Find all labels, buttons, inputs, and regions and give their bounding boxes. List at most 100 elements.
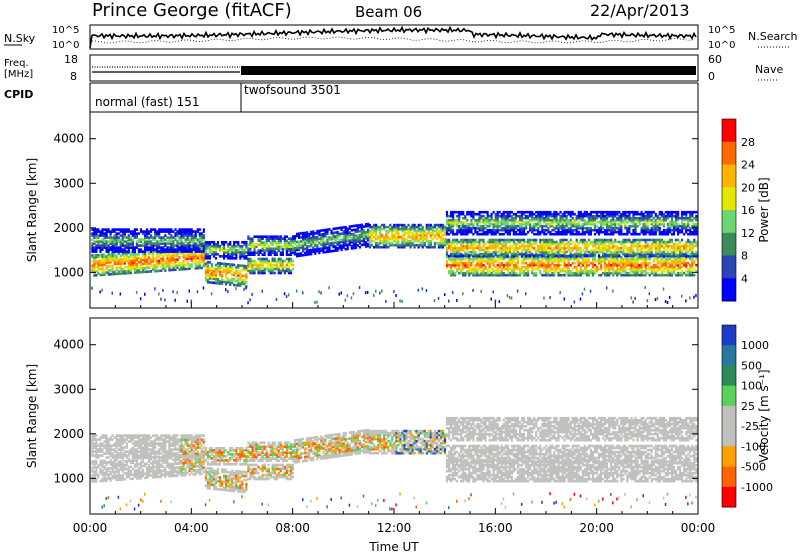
power-cell xyxy=(127,263,130,267)
power-cell xyxy=(551,271,554,275)
power-cell xyxy=(604,228,607,232)
power-cell xyxy=(450,228,453,232)
freq-panel-frame xyxy=(89,54,699,82)
power-cell xyxy=(304,231,307,235)
power-cell xyxy=(654,222,657,226)
power-cell xyxy=(545,220,548,224)
power-cell xyxy=(233,241,236,244)
power-cell xyxy=(255,251,258,254)
power-cell xyxy=(200,256,203,260)
power-cell xyxy=(535,214,538,218)
power-cell xyxy=(229,269,232,272)
power-cell xyxy=(608,265,611,269)
power-cell xyxy=(99,253,102,257)
power-cell xyxy=(634,226,637,230)
power-cell xyxy=(200,240,203,243)
power-cell xyxy=(131,259,134,262)
power-cell xyxy=(656,255,659,259)
power-cell xyxy=(188,255,191,258)
power-cell xyxy=(366,238,370,242)
power-cell xyxy=(518,238,522,242)
power-cell xyxy=(646,263,649,267)
power-cell xyxy=(525,216,528,220)
power-cell xyxy=(125,269,128,273)
power-cell xyxy=(662,287,665,291)
power-cell xyxy=(265,239,268,242)
power-cell xyxy=(589,214,592,218)
power-cell xyxy=(593,240,597,244)
power-cell xyxy=(180,232,183,235)
power-cell xyxy=(401,229,404,233)
power-cell xyxy=(652,242,655,246)
power-cell xyxy=(99,259,102,263)
power-cell xyxy=(233,243,236,246)
power-cell xyxy=(585,259,588,263)
power-cell xyxy=(535,216,538,220)
power-cell xyxy=(529,244,532,248)
power-cell xyxy=(628,230,631,234)
power-cell xyxy=(484,259,487,263)
power-cell xyxy=(652,210,655,214)
power-cell xyxy=(450,257,453,261)
power-cell xyxy=(103,255,106,258)
power-cell xyxy=(176,248,179,251)
power-cell xyxy=(480,232,483,236)
power-cell xyxy=(571,232,574,236)
power-cell xyxy=(608,224,611,228)
power-cell xyxy=(208,269,211,272)
power-cell xyxy=(496,254,499,258)
power-cell xyxy=(190,236,193,239)
power-cell xyxy=(168,262,171,266)
power-cell xyxy=(152,254,155,257)
power-cell xyxy=(113,256,116,260)
power-cell xyxy=(287,249,291,252)
power-cell xyxy=(553,242,556,246)
nsky-label: N.Sky xyxy=(4,32,36,45)
power-cell xyxy=(204,266,207,270)
power-cell xyxy=(581,292,584,296)
power-cell xyxy=(539,238,542,242)
power-cell xyxy=(658,212,661,216)
power-cell xyxy=(606,232,609,236)
power-cell xyxy=(630,240,633,244)
power-cell xyxy=(591,257,595,261)
power-cell xyxy=(129,267,132,271)
power-cell xyxy=(559,214,562,218)
power-cell xyxy=(492,238,495,242)
power-cell xyxy=(648,238,651,242)
power-cell xyxy=(314,248,317,251)
power-cell xyxy=(237,266,240,269)
power-cell xyxy=(131,257,134,260)
power-cell xyxy=(275,267,278,271)
power-cell xyxy=(261,265,264,269)
nave-label: Nave xyxy=(755,63,783,76)
power-cell xyxy=(632,224,635,228)
power-cell xyxy=(338,244,341,248)
power-cell xyxy=(551,232,554,236)
power-cell xyxy=(478,232,481,236)
power-cell xyxy=(196,264,199,268)
power-cell xyxy=(291,237,295,240)
power-cell xyxy=(445,218,449,222)
power-cell xyxy=(204,262,207,266)
power-cell xyxy=(597,240,601,244)
power-cell xyxy=(178,242,181,245)
power-cell xyxy=(405,243,408,247)
power-cell xyxy=(579,248,582,252)
power-cell xyxy=(518,246,522,250)
power-cell xyxy=(302,291,304,295)
power-cell xyxy=(223,245,226,248)
power-cell xyxy=(279,245,282,248)
power-cell xyxy=(135,259,139,262)
power-cell xyxy=(123,262,126,265)
power-cell xyxy=(486,246,489,250)
power-cell xyxy=(500,271,503,275)
power-cell xyxy=(405,241,408,245)
power-cell xyxy=(342,234,345,237)
power-cell xyxy=(312,250,315,254)
power-cell xyxy=(267,251,270,254)
power-cell xyxy=(563,273,566,277)
power-cell xyxy=(202,248,205,251)
power-cell xyxy=(618,240,621,244)
power-cell xyxy=(575,238,578,242)
